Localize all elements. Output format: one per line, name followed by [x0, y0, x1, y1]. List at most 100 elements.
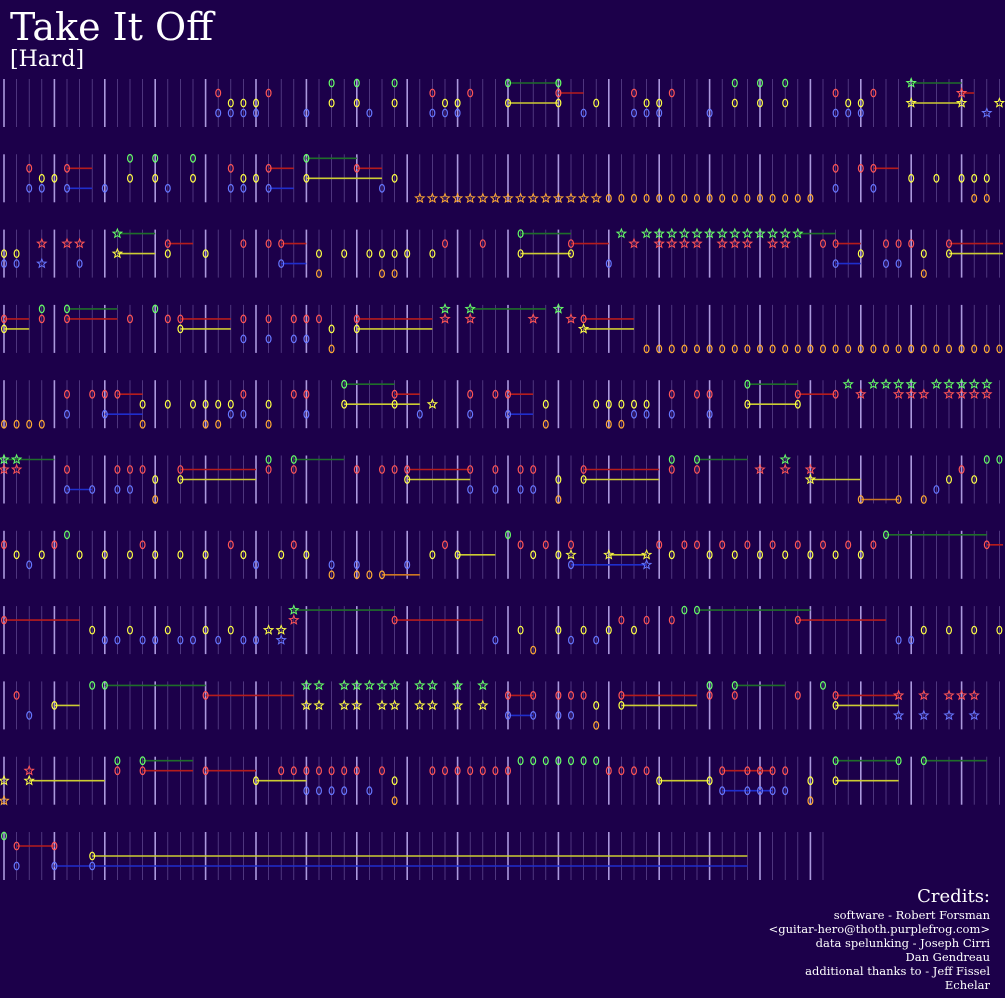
note: [164, 183, 171, 193]
star-note: [741, 237, 754, 249]
note: [908, 173, 915, 183]
note: [101, 389, 108, 399]
note: [429, 550, 436, 560]
note: [567, 239, 574, 249]
star-note: [111, 247, 124, 259]
note: [391, 796, 398, 806]
note: [139, 756, 146, 766]
note: [819, 344, 826, 354]
note: [114, 766, 121, 776]
note: [731, 344, 738, 354]
star-note: [716, 237, 728, 249]
star-note: [451, 699, 464, 711]
star-note: [10, 453, 23, 465]
note: [353, 98, 360, 108]
note: [719, 193, 726, 203]
star-note: [666, 237, 678, 249]
note: [366, 786, 373, 796]
note: [303, 766, 310, 776]
star-note: [766, 237, 779, 249]
note: [530, 465, 537, 474]
credit-line-echelar: Echelar: [944, 978, 990, 992]
note: [328, 560, 335, 570]
note: [719, 540, 726, 550]
star-note: [0, 794, 10, 806]
note: [593, 721, 600, 730]
star-note: [918, 388, 930, 399]
note: [215, 88, 222, 98]
note: [593, 635, 600, 645]
note: [429, 766, 436, 776]
note: [227, 409, 234, 419]
star-note: [968, 709, 980, 721]
note: [731, 193, 738, 203]
note: [190, 153, 197, 163]
star-note: [955, 97, 968, 108]
note: [794, 344, 801, 354]
note: [895, 239, 902, 249]
star-note: [552, 192, 565, 204]
note: [832, 756, 839, 766]
star-note: [414, 192, 426, 204]
note: [895, 756, 902, 766]
star-note: [804, 463, 817, 475]
note: [857, 550, 864, 560]
note: [505, 409, 512, 419]
note: [0, 249, 8, 259]
note: [693, 389, 700, 399]
note: [139, 540, 146, 550]
note: [605, 625, 612, 635]
note: [101, 635, 108, 645]
note: [253, 108, 260, 118]
note: [379, 269, 386, 279]
note: [530, 645, 537, 655]
note: [479, 239, 486, 249]
star-note: [779, 463, 791, 475]
note: [769, 766, 776, 776]
note: [253, 635, 260, 645]
note: [177, 475, 184, 484]
credits-block: Credits: software - Robert Forsman <guit…: [769, 886, 990, 992]
star-note: [943, 378, 955, 389]
star-note: [351, 699, 363, 711]
note: [996, 625, 1003, 635]
note: [51, 861, 58, 871]
note: [404, 475, 411, 484]
note: [240, 173, 247, 183]
note: [253, 560, 260, 570]
note: [681, 540, 688, 550]
note: [278, 550, 285, 560]
note: [265, 183, 272, 193]
note: [63, 314, 70, 324]
note: [719, 786, 726, 796]
note: [693, 540, 700, 550]
star-note: [792, 227, 804, 239]
note: [164, 399, 171, 409]
note: [555, 550, 562, 560]
note: [668, 615, 675, 625]
note: [882, 239, 889, 249]
note: [756, 193, 763, 203]
note: [101, 681, 108, 690]
note: [290, 455, 297, 464]
note: [89, 861, 96, 871]
note: [51, 173, 58, 183]
note: [832, 259, 839, 269]
note: [328, 78, 335, 88]
note: [89, 851, 96, 861]
note: [832, 691, 839, 700]
note: [530, 691, 537, 700]
star-note: [565, 192, 577, 204]
note: [731, 78, 738, 88]
note: [832, 163, 839, 173]
note: [13, 419, 20, 429]
note: [303, 153, 310, 163]
star-note: [968, 388, 980, 399]
note: [38, 419, 45, 429]
star-note: [439, 302, 451, 314]
note: [756, 550, 763, 560]
note: [114, 635, 121, 645]
note: [303, 409, 310, 419]
note: [555, 88, 562, 98]
note: [391, 615, 398, 625]
